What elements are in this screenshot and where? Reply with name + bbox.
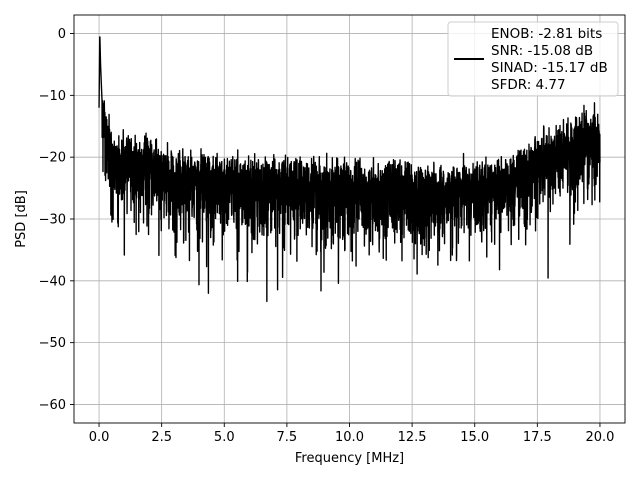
x-tick-label: 12.5 xyxy=(398,430,427,445)
y-tick-label: −30 xyxy=(39,213,66,228)
legend: ENOB: -2.81 bits SNR: -15.08 dB SINAD: -… xyxy=(447,21,619,97)
legend-snr: SNR: -15.08 dB xyxy=(491,43,593,59)
y-tick-label: −40 xyxy=(39,274,66,289)
legend-box xyxy=(447,21,619,97)
x-tick-label: 15.0 xyxy=(460,430,489,445)
legend-sinad: SINAD: -15.17 dB xyxy=(491,60,608,76)
x-axis-label: Frequency [MHz] xyxy=(295,451,404,466)
axis-ticks: 0.0 2.5 5.0 7.5 10.0 12.5 15.0 17.5 20.0 0 −10 −20 −… xyxy=(39,27,615,445)
psd-trace-line xyxy=(98,36,601,303)
x-tick-label: 17.5 xyxy=(523,430,552,445)
x-tick-label: 10.0 xyxy=(335,430,364,445)
y-tick-label: −20 xyxy=(39,151,66,166)
y-tick-label: 0 xyxy=(58,27,66,42)
y-tick-label: −60 xyxy=(39,398,66,413)
x-tick-label: 7.5 xyxy=(277,430,298,445)
x-tick-label: 2.5 xyxy=(151,430,172,445)
y-tick-label: −10 xyxy=(39,89,66,104)
x-tick-label: 20.0 xyxy=(585,430,614,445)
psd-trace-group xyxy=(98,36,601,303)
y-tick-label: −50 xyxy=(39,336,66,351)
legend-sfdr: SFDR: 4.77 xyxy=(491,77,566,93)
y-axis-label: PSD [dB] xyxy=(14,190,29,248)
legend-enob: ENOB: -2.81 bits xyxy=(491,26,602,42)
x-tick-label: 5.0 xyxy=(214,430,235,445)
x-tick-label: 0.0 xyxy=(89,430,110,445)
